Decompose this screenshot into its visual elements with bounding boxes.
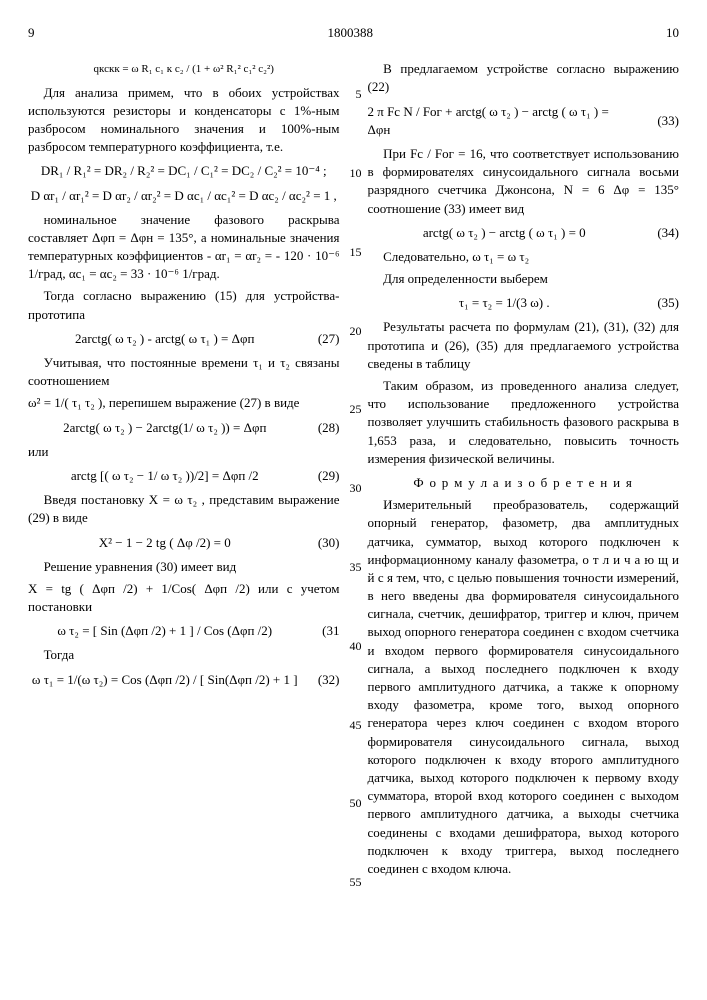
right-column: В предлагаемом устройстве согласно выраж… — [368, 56, 680, 891]
lineno: 35 — [350, 559, 362, 576]
claim-formula-title: Ф о р м у л а и з о б р е т е н и я — [368, 474, 680, 492]
page-layout: qкскк = ω R₁ c₁ к с₂ / (1 + ω² R₁² c₁² c… — [28, 56, 679, 891]
document-number: 1800388 — [328, 24, 374, 42]
para-l4: или — [28, 443, 340, 461]
formula-top: qкскк = ω R₁ c₁ к с₂ / (1 + ω² R₁² c₁² c… — [28, 62, 340, 77]
formula-ratio-2: D αr₁ / αr₁² = D αr₂ / αr₂² = D αc₁ / αc… — [28, 187, 340, 205]
para-l2b: Тогда согласно выражению (15) для устрой… — [28, 287, 340, 323]
formula-ratio-1: DR₁ / R₁² = DR₂ / R₂² = DC₁ / C₁² = DC₂ … — [28, 162, 340, 180]
formula-35-body: τ₁ = τ₂ = 1/(3 ω) . — [368, 294, 642, 312]
formula-33: 2 π Fс N / Fог + arctg( ω τ₂ ) − arctg (… — [368, 103, 680, 139]
lineno: 55 — [350, 874, 362, 891]
para-l3b: ω² = 1/( τ₁ τ₂ ), перепишем выражение (2… — [28, 394, 340, 412]
formula-35-num: (35) — [641, 294, 679, 312]
lineno: 20 — [350, 323, 362, 340]
formula-33-body-b: Δφн — [368, 122, 391, 137]
lineno: 45 — [350, 717, 362, 734]
formula-28-body: 2arctg( ω τ₂ ) − 2arctg(1/ ω τ₂ )) = Δφп — [28, 419, 302, 437]
para-l6: Решение уравнения (30) имеет вид — [28, 558, 340, 576]
formula-34-body: arctg( ω τ₂ ) − arctg ( ω τ₁ ) = 0 — [368, 224, 642, 242]
formula-32: ω τ₁ = 1/(ω τ₂) = Cos (Δφп /2) / [ Sin(Δ… — [28, 671, 340, 689]
page-header: 9 1800388 10 — [28, 24, 679, 42]
para-r2: При Fс / Fог = 16, что соответствует исп… — [368, 145, 680, 218]
formula-32-num: (32) — [302, 671, 340, 689]
formula-29: arctg [( ω τ₂ − 1/ ω τ₂ ))/2] = Δφп /2 (… — [28, 467, 340, 485]
lineno: 15 — [350, 244, 362, 261]
formula-29-num: (29) — [302, 467, 340, 485]
para-r4: Результаты расчета по формулам (21), (31… — [368, 318, 680, 373]
formula-30-body: X² − 1 − 2 tg ( Δφ /2) = 0 — [28, 534, 302, 552]
page-number-left: 9 — [28, 24, 35, 42]
para-l1: Для анализа примем, что в обоих устройст… — [28, 84, 340, 157]
formula-34-num: (34) — [641, 224, 679, 242]
para-r3a: Следовательно, ω τ₁ = ω τ₂ — [368, 248, 680, 266]
formula-33-body-a: 2 π Fс N / Fог + arctg( ω τ₂ ) − arctg (… — [368, 104, 609, 119]
formula-30: X² − 1 − 2 tg ( Δφ /2) = 0 (30) — [28, 534, 340, 552]
formula-34: arctg( ω τ₂ ) − arctg ( ω τ₁ ) = 0 (34) — [368, 224, 680, 242]
formula-28-num: (28) — [302, 419, 340, 437]
formula-35: τ₁ = τ₂ = 1/(3 ω) . (35) — [368, 294, 680, 312]
formula-29-body: arctg [( ω τ₂ − 1/ ω τ₂ ))/2] = Δφп /2 — [28, 467, 302, 485]
formula-31-num: (31 — [302, 622, 340, 640]
para-l5: Введя постановку X = ω τ₂ , представим в… — [28, 491, 340, 527]
formula-27: 2arctg( ω τ₂ ) - arctg( ω τ₁ ) = Δφп (27… — [28, 330, 340, 348]
para-l3: Учитывая, что постоянные времени τ₁ и τ₂… — [28, 354, 340, 390]
line-number-gutter: 5 10 15 20 25 30 35 40 45 50 55 — [346, 56, 362, 891]
formula-28: 2arctg( ω τ₂ ) − 2arctg(1/ ω τ₂ )) = Δφп… — [28, 419, 340, 437]
para-r1: В предлагаемом устройстве согласно выраж… — [368, 60, 680, 96]
para-r5: Таким образом, из проведенного анализа с… — [368, 377, 680, 468]
lineno: 5 — [356, 86, 362, 103]
lineno: 40 — [350, 638, 362, 655]
formula-30-num: (30) — [302, 534, 340, 552]
formula-31-body: ω τ₂ = [ Sin (Δφп /2) + 1 ] / Cos (Δφп /… — [28, 622, 302, 640]
para-l6b: X = tg ( Δφп /2) + 1/Cos( Δφп /2) или с … — [28, 580, 340, 616]
para-l7: Тогда — [28, 646, 340, 664]
left-column: qкскк = ω R₁ c₁ к с₂ / (1 + ω² R₁² c₁² c… — [28, 56, 340, 891]
formula-27-num: (27) — [302, 330, 340, 348]
lineno: 30 — [350, 480, 362, 497]
formula-33-num: (33) — [641, 112, 679, 130]
lineno: 25 — [350, 401, 362, 418]
lineno: 10 — [350, 165, 362, 182]
para-l2a: номинальное значение фазового раскрыва с… — [28, 211, 340, 284]
claim-body: Измерительный преобразователь, содержащи… — [368, 496, 680, 878]
lineno: 50 — [350, 795, 362, 812]
formula-31: ω τ₂ = [ Sin (Δφп /2) + 1 ] / Cos (Δφп /… — [28, 622, 340, 640]
para-r3b: Для определенности выберем — [368, 270, 680, 288]
page-number-right: 10 — [666, 24, 679, 42]
formula-27-body: 2arctg( ω τ₂ ) - arctg( ω τ₁ ) = Δφп — [28, 330, 302, 348]
formula-32-body: ω τ₁ = 1/(ω τ₂) = Cos (Δφп /2) / [ Sin(Δ… — [28, 671, 302, 689]
